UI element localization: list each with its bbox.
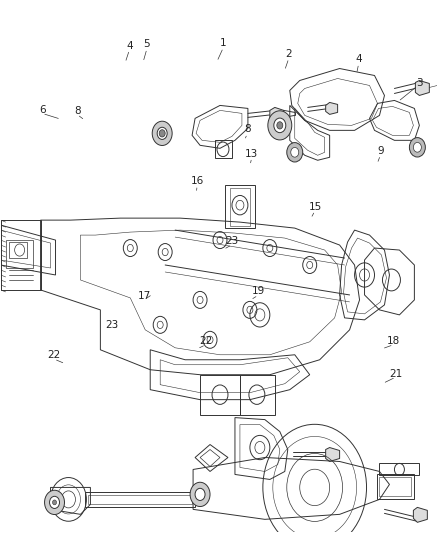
Text: 23: 23 <box>106 320 119 330</box>
Text: 22: 22 <box>199 336 212 346</box>
Text: 21: 21 <box>389 369 403 379</box>
Text: 4: 4 <box>355 54 362 64</box>
Text: 5: 5 <box>144 39 150 49</box>
Circle shape <box>268 111 292 140</box>
Circle shape <box>287 143 303 162</box>
Text: 2: 2 <box>286 49 292 59</box>
Text: 19: 19 <box>252 286 265 296</box>
Text: 13: 13 <box>245 149 258 159</box>
Text: 4: 4 <box>126 41 133 51</box>
Text: 23: 23 <box>226 236 239 246</box>
Circle shape <box>45 490 64 514</box>
Circle shape <box>291 148 299 157</box>
Circle shape <box>152 121 172 146</box>
Circle shape <box>195 488 205 500</box>
Text: 3: 3 <box>417 78 423 88</box>
Polygon shape <box>413 507 427 522</box>
Polygon shape <box>270 108 284 120</box>
Text: 22: 22 <box>47 350 60 360</box>
Text: 18: 18 <box>387 336 400 346</box>
Circle shape <box>274 118 286 133</box>
Circle shape <box>190 482 210 506</box>
Text: 1: 1 <box>220 38 227 48</box>
Polygon shape <box>326 448 339 462</box>
Circle shape <box>277 122 283 129</box>
Polygon shape <box>326 102 338 115</box>
Text: 6: 6 <box>39 104 46 115</box>
Text: 8: 8 <box>244 124 251 134</box>
Polygon shape <box>415 80 429 95</box>
Text: 15: 15 <box>308 202 321 212</box>
Text: 8: 8 <box>74 106 81 116</box>
Text: 9: 9 <box>377 146 384 156</box>
Circle shape <box>410 138 425 157</box>
Circle shape <box>49 496 60 508</box>
Circle shape <box>159 130 165 137</box>
Circle shape <box>53 500 57 505</box>
Circle shape <box>413 142 421 152</box>
Circle shape <box>157 127 167 140</box>
Text: 17: 17 <box>138 290 152 301</box>
Text: 16: 16 <box>191 176 204 187</box>
